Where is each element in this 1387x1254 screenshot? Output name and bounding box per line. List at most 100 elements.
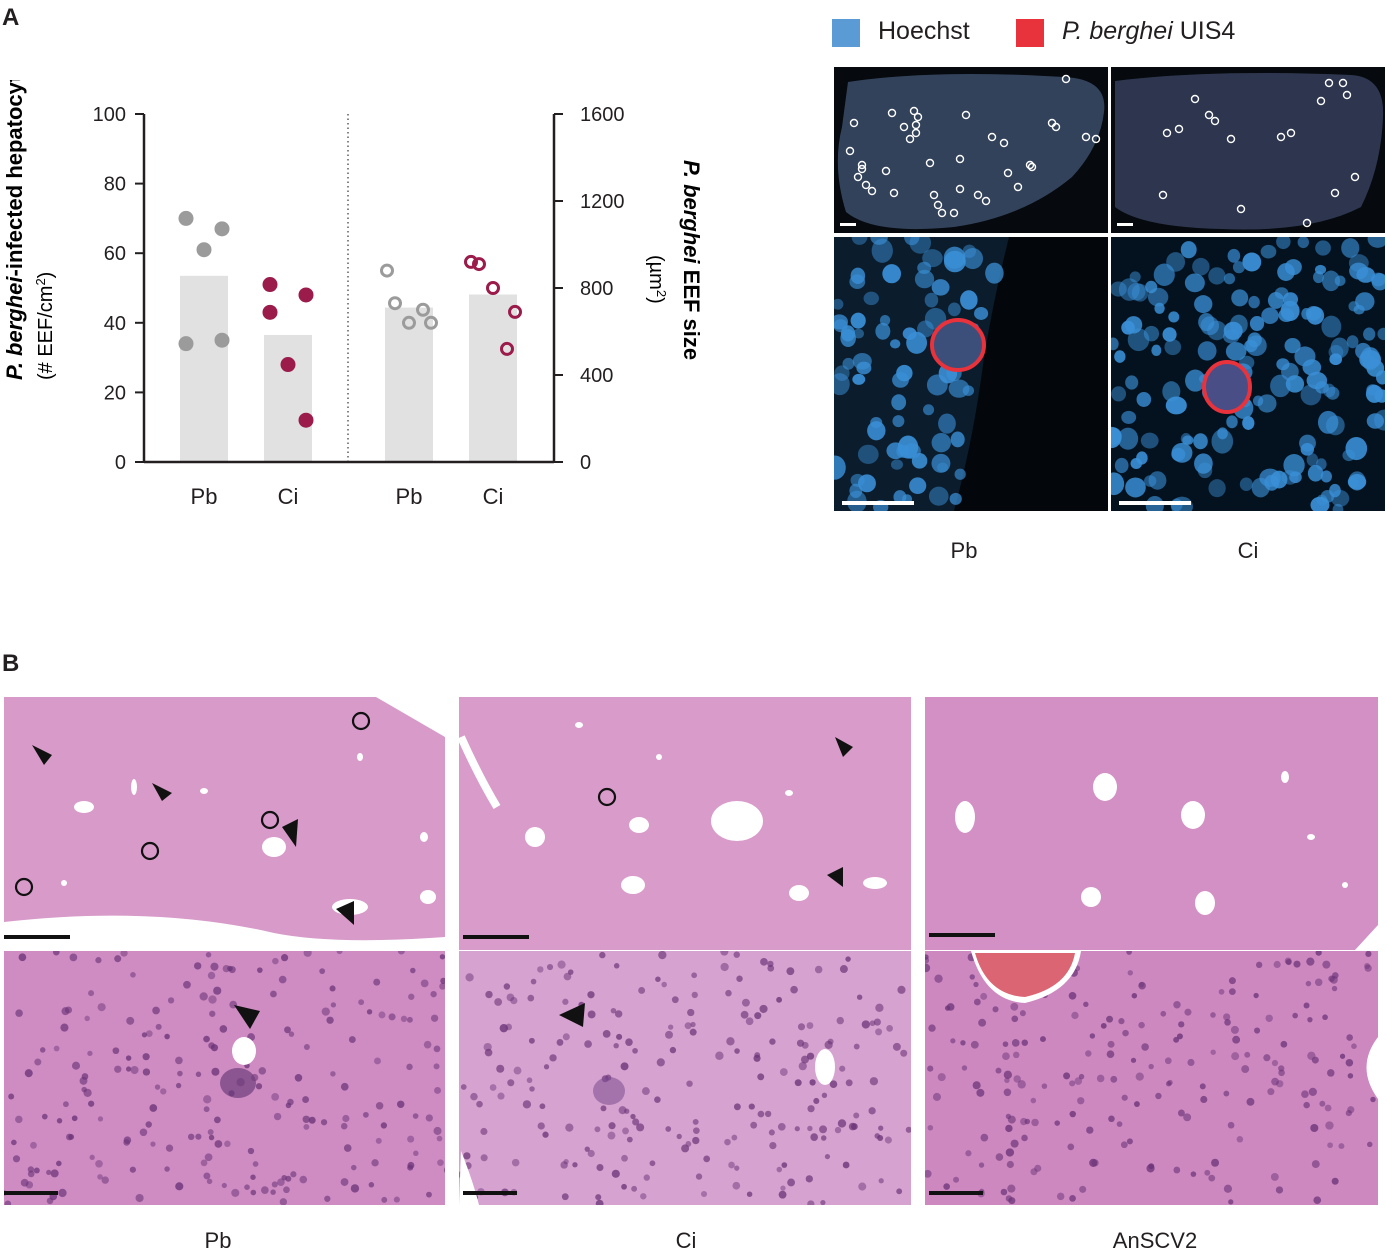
cell-nucleus [905,1126,911,1133]
cell-nucleus [1063,1072,1071,1080]
cell-nucleus [610,1007,617,1014]
nucleus-dot [1111,426,1122,449]
cell-nucleus [303,1123,310,1130]
cell-nucleus [129,1166,136,1173]
data-point-pb [196,242,212,258]
cell-nucleus [1346,1034,1353,1041]
nucleus-dot [1200,316,1220,336]
cell-nucleus [602,1029,611,1038]
cell-nucleus [272,957,279,965]
he-label-an: AnSCV2 [1112,1228,1198,1253]
cell-nucleus [135,1193,144,1203]
cell-nucleus [886,1024,893,1032]
cell-nucleus [950,1038,956,1044]
nucleus-dot [1346,335,1359,349]
cell-nucleus [1370,1096,1376,1103]
cell-nucleus [273,1112,282,1121]
nucleus-dot [1125,375,1139,390]
cell-nucleus [1310,1123,1319,1133]
y-tick-label: 400 [580,365,613,387]
cell-nucleus [1345,1058,1354,1067]
chart-eef-size: 0 400 800 1200 1600 Pb Ci [380,104,625,509]
cell-nucleus [302,1115,310,1123]
cell-nucleus [853,1112,860,1119]
right-ylabel-units: (µm2) [645,255,670,304]
nucleus-dot [1348,476,1359,489]
hoechst-swatch [832,19,860,47]
cell-nucleus [484,1048,493,1057]
cell-nucleus [630,1113,636,1120]
cell-nucleus [1003,1070,1013,1079]
cell-nucleus [439,954,445,960]
cell-nucleus [676,1133,682,1140]
cell-nucleus [1126,1138,1133,1145]
eef-marker-circle [955,184,965,194]
cell-nucleus [56,1160,62,1167]
cell-nucleus [768,1129,775,1136]
y-tick-label: 0 [115,452,126,474]
cell-nucleus [1164,1057,1172,1065]
cell-nucleus [1313,1196,1322,1205]
nucleus-dot [938,413,956,434]
cell-nucleus [95,957,102,964]
right-ylabel-italic: P. berghei [679,160,704,264]
cell-nucleus [1148,1163,1155,1170]
data-point-ci [280,357,296,373]
cell-nucleus [1331,1177,1339,1185]
nucleus-dot [917,261,932,275]
cell-nucleus [366,1009,373,1015]
cell-nucleus [807,1200,815,1205]
nucleus-dot [924,292,939,308]
nucleus-dot [1365,384,1384,403]
cell-nucleus [165,1144,174,1152]
cell-nucleus [465,973,474,982]
cell-nucleus [24,1069,33,1078]
cell-nucleus [1069,1080,1076,1087]
data-point-pb [402,315,416,330]
eef-marker-circle [1338,78,1348,88]
cell-nucleus [205,951,212,958]
cell-nucleus [759,1004,768,1013]
cell-nucleus [506,993,515,1002]
nucleus-dot [1192,257,1210,276]
cell-nucleus [1040,1036,1046,1043]
cell-nucleus [1327,1142,1333,1149]
nucleus-dot [893,490,907,504]
cell-nucleus [271,1093,280,1101]
cell-nucleus [145,1030,153,1037]
cell-nucleus [980,1133,989,1142]
nucleus-dot [896,364,913,382]
cell-nucleus [299,1175,308,1184]
cell-nucleus [89,1154,95,1161]
cell-nucleus [285,1102,292,1109]
cell-nucleus [410,967,416,974]
cell-nucleus [1351,1043,1357,1050]
cell-nucleus [656,1058,665,1067]
cell-nucleus [595,1194,602,1201]
cell-nucleus [884,1136,892,1144]
cell-nucleus [393,1196,400,1203]
eef-marker-circle [1330,188,1340,198]
vessel-lumen [1093,773,1117,801]
cell-nucleus [227,965,233,972]
cell-nucleus [753,1054,761,1062]
cell-nucleus [567,969,574,975]
cell-nucleus [175,1082,182,1089]
eef-marker-circle [1226,134,1236,144]
cell-nucleus [779,1068,788,1076]
nucleus-dot [889,339,901,349]
cell-nucleus [258,1067,267,1075]
eef-marker-circle [1174,124,1184,134]
cell-nucleus [853,1043,860,1050]
nucleus-dot [1168,311,1180,323]
cell-nucleus [15,1115,23,1124]
cell-nucleus [587,1149,595,1158]
nucleus-dot [1114,457,1129,474]
panel-letter-a: A [2,4,20,31]
cell-nucleus [943,1183,950,1190]
cell-nucleus [1331,985,1338,992]
cell-nucleus [1054,1120,1060,1126]
cell-nucleus [1056,1192,1065,1201]
cell-nucleus [781,1162,788,1168]
cell-nucleus [790,985,798,994]
